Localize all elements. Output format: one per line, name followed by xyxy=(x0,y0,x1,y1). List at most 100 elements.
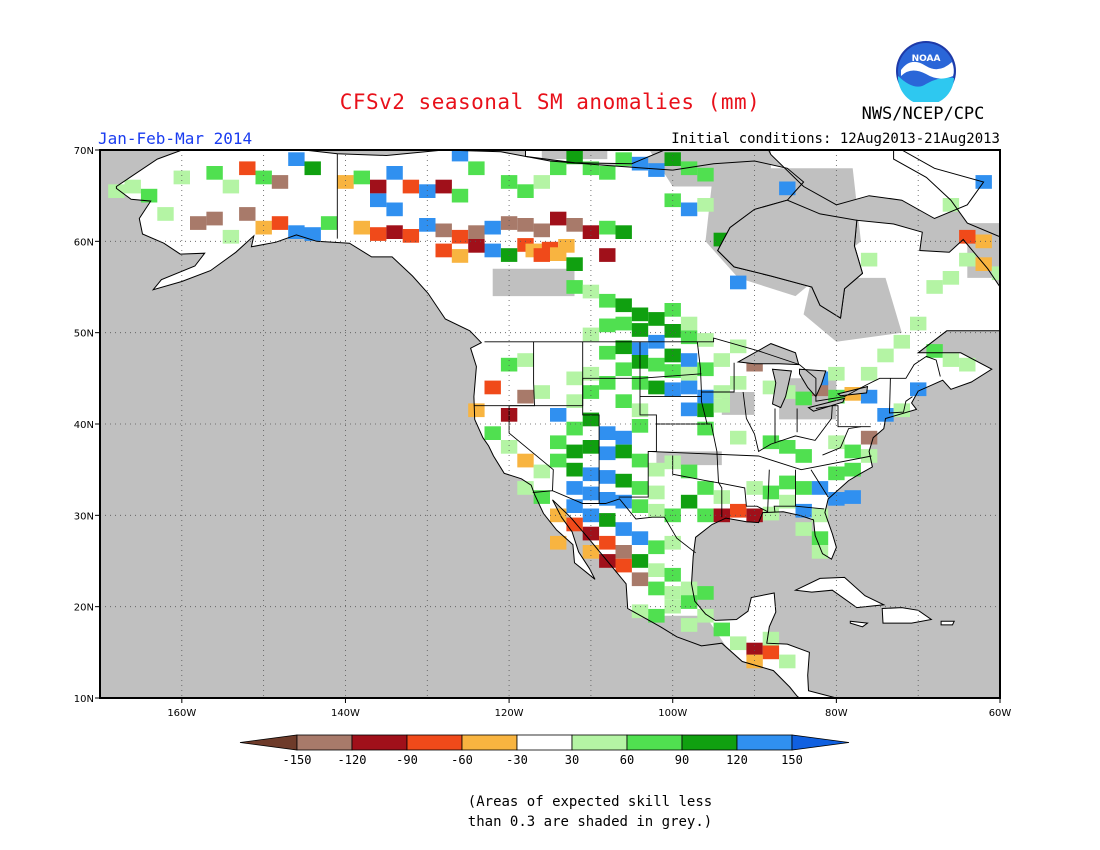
logo-text: NOAA xyxy=(912,54,941,64)
legend-swatch xyxy=(406,734,463,751)
lat-tick-label: 70N xyxy=(74,146,94,157)
agency-label: NWS/NCEP/CPC xyxy=(861,104,985,124)
anomaly-cell xyxy=(435,179,452,194)
boundary-line xyxy=(773,469,796,513)
anomaly-cell xyxy=(860,430,878,445)
land-puerto-rico-coast xyxy=(940,620,955,626)
anomaly-cell xyxy=(631,604,649,619)
boundary-line xyxy=(473,373,702,407)
anomaly-cell xyxy=(517,389,534,404)
lon-tick-label: 80W xyxy=(825,708,848,719)
anomaly-cell xyxy=(599,293,616,308)
initial-conditions: Initial conditions: 12Aug2013-21Aug2013 xyxy=(671,131,1000,147)
anomaly-cell xyxy=(517,481,534,495)
anomaly-cell xyxy=(615,545,632,559)
boundary-line xyxy=(582,341,600,504)
anomaly-cell xyxy=(779,475,796,490)
anomaly-cell xyxy=(435,223,452,238)
anomaly-cell xyxy=(599,513,616,527)
anomaly-cell xyxy=(746,481,763,495)
anomaly-cell xyxy=(435,243,452,258)
anomaly-cell xyxy=(566,517,583,532)
anomaly-cell xyxy=(942,198,960,212)
legend-swatch xyxy=(351,734,408,751)
anomaly-cell xyxy=(304,161,321,176)
skill-note-line1: (Areas of expected skill less xyxy=(467,794,713,810)
land-baffin-island-coast xyxy=(767,150,985,220)
anomaly-cell xyxy=(484,243,501,258)
anomaly-cell xyxy=(697,333,714,347)
anomaly-cell xyxy=(680,316,698,331)
boundary-line xyxy=(810,469,829,498)
anomaly-cell xyxy=(599,376,616,390)
anomaly-cell xyxy=(370,227,387,241)
land-cuba xyxy=(795,577,884,608)
anomaly-cell xyxy=(631,453,649,468)
anomaly-cell xyxy=(451,249,469,263)
anomaly-cell xyxy=(615,362,632,377)
anomaly-cell xyxy=(582,284,600,299)
anomaly-cell xyxy=(664,152,681,166)
lat-tick-label: 20N xyxy=(74,603,94,614)
anomaly-cell xyxy=(680,353,698,367)
anomaly-cell xyxy=(517,218,534,232)
anomaly-cell xyxy=(582,225,600,239)
anomaly-cell xyxy=(304,227,321,241)
anomaly-cell xyxy=(566,444,583,459)
anomaly-cell xyxy=(500,357,518,372)
lat-tick-label: 30N xyxy=(74,511,94,522)
anomaly-cell xyxy=(599,220,616,235)
anomaly-cell xyxy=(648,608,665,623)
legend-arrow-high xyxy=(791,734,850,751)
land-baffin-island xyxy=(768,150,984,219)
anomaly-cell xyxy=(631,554,649,568)
anomaly-cell xyxy=(500,175,518,189)
legend-arrow-low xyxy=(239,734,298,751)
anomaly-cell xyxy=(468,403,485,418)
legend-label: 120 xyxy=(726,753,748,767)
anomaly-cell xyxy=(779,181,796,196)
anomaly-cell xyxy=(615,522,632,536)
anomaly-cell xyxy=(697,608,714,623)
legend-swatch xyxy=(736,734,793,751)
boundary-line xyxy=(742,391,833,453)
anomaly-cell xyxy=(615,152,632,166)
skill-note: (Areas of expected skill less than 0.3 a… xyxy=(430,792,750,832)
anomaly-cell xyxy=(582,526,600,541)
anomaly-cell xyxy=(566,481,583,495)
hudson-bay xyxy=(717,199,864,319)
anomaly-cell xyxy=(697,586,714,600)
anomaly-cell xyxy=(599,446,616,461)
anomaly-cell xyxy=(828,492,845,506)
anomaly-cell xyxy=(697,403,714,418)
anomaly-cell xyxy=(517,353,534,367)
anomaly-cell xyxy=(566,462,583,477)
land-hispaniola-coast xyxy=(881,607,933,624)
lat-tick-label: 50N xyxy=(74,329,94,340)
anomaly-cell xyxy=(844,490,861,504)
skill-note-line2: than 0.3 are shaded in grey.) xyxy=(467,814,713,830)
anomaly-cell xyxy=(550,408,567,422)
anomaly-cell xyxy=(615,225,632,239)
anomaly-cell xyxy=(680,366,698,381)
lon-tick-labels: 160W 140W 120W 100W 80W 60W xyxy=(167,698,1011,719)
anomaly-cell xyxy=(942,271,960,285)
anomaly-cell xyxy=(926,280,943,294)
lake-michigan xyxy=(771,368,793,409)
boundary-line xyxy=(767,469,770,513)
anomaly-cell xyxy=(370,193,387,208)
anomaly-cell xyxy=(697,362,714,377)
anomaly-cell xyxy=(828,435,845,450)
anomaly-cell xyxy=(206,211,223,226)
anomaly-cell xyxy=(697,481,714,495)
anomaly-cell xyxy=(599,470,616,484)
anomaly-cell xyxy=(402,229,420,243)
anomaly-cell xyxy=(746,654,763,669)
anomaly-cell xyxy=(255,170,272,185)
lon-tick-label: 60W xyxy=(989,708,1012,719)
boundary-line xyxy=(672,456,768,513)
anomaly-cell xyxy=(648,380,665,395)
anomaly-cell xyxy=(386,202,403,217)
anomaly-cell xyxy=(910,316,927,331)
anomaly-cell xyxy=(730,376,747,390)
